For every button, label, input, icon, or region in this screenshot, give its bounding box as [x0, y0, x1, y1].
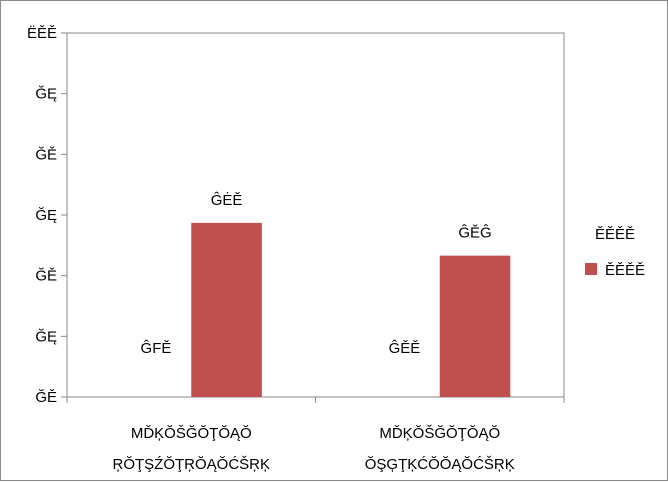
category-label: ŎŞĢŢĶĆŎŎĄŎĆŠŖĶ [365, 456, 515, 473]
data-label: ĜĚĜ [458, 225, 491, 242]
bar [439, 255, 511, 397]
y-tick-label: ĞĚ [35, 146, 57, 163]
category-label: ΜĎĶŎŠĞŎŢŎĄŎ [131, 425, 252, 442]
data-label: ĜFĚ [141, 340, 172, 357]
y-tick-label: ĞĚ [35, 389, 57, 406]
x-axis-ticks [66, 397, 565, 403]
data-label: ĜĖĚ [211, 191, 243, 209]
data-label: ĜĚĚ [389, 340, 421, 357]
y-tick-label: ĞĚ [35, 268, 57, 285]
y-tick-label: ĞĘ [35, 207, 57, 224]
y-tick-label: ĞĘ [35, 86, 57, 103]
y-tick-label: ËĚĚ [27, 25, 57, 42]
legend: ĚĚĚĚ ĚĚĚĚ [585, 226, 645, 279]
bars [191, 222, 511, 397]
y-axis-ticks: ĞĚ ĞĘ ĞĚ ĞĘ ĞĚ ĞĘ ËĚĚ [27, 25, 67, 406]
legend-label: ĚĚĚĚ [595, 226, 635, 243]
data-labels: ĜFĚ ĜĚĚ ĜĖĚ ĜĚĜ [141, 191, 492, 357]
category-labels: ΜĎĶŎŠĞŎŢŎĄŎ ŖŎŢŞŹŎŢŖŎĄŎĆŠŖĶ ΜĎĶŎŠĞŎŢŎĄŎ ŎŞĢ… [112, 425, 514, 473]
category-label: ŖŎŢŞŹŎŢŖŎĄŎĆŠŖĶ [112, 456, 270, 473]
category-label: ΜĎĶŎŠĞŎŢŎĄŎ [379, 425, 500, 442]
y-tick-label: ĞĘ [35, 328, 57, 345]
legend-swatch [585, 263, 597, 275]
legend-label: ĚĚĚĚ [605, 262, 645, 279]
bar [191, 222, 262, 397]
